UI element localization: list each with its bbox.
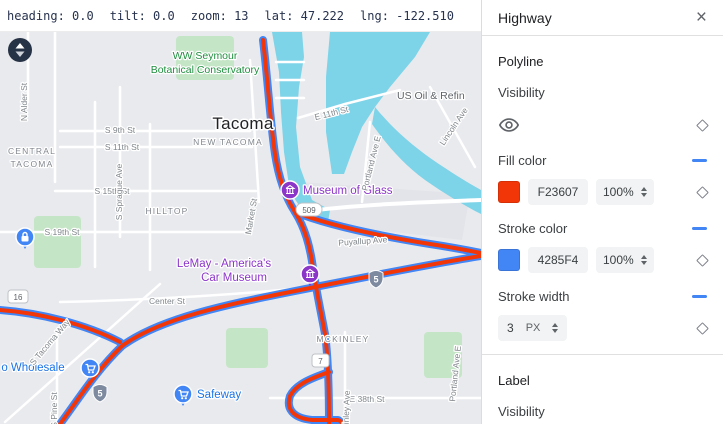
street-center: Center St	[149, 296, 186, 306]
polyline-section: Polyline Visibility Fill color F23607 10…	[482, 54, 723, 341]
map-label-lemay-2: Car Museum	[201, 272, 267, 284]
map-label-us-oil: US Oil & Refin	[397, 90, 465, 102]
map-info-bar: heading: 0.0 tilt: 0.0 zoom: 13 lat: 47.…	[0, 0, 481, 32]
label-section-heading: Label	[498, 373, 530, 388]
industrial-area	[300, 182, 470, 240]
svg-text:5: 5	[373, 275, 378, 285]
map-label-hilltop: HILLTOP	[145, 206, 188, 216]
lemay-museum-icon[interactable]	[300, 264, 320, 286]
map-label-museum-of-glass: Museum of Glass	[303, 185, 393, 197]
stroke-width-inherit-diamond-icon[interactable]	[696, 321, 709, 335]
interstate-shield-5-north: 5	[368, 270, 384, 289]
lng-readout: lng: -122.510	[360, 8, 454, 23]
polyline-section-heading: Polyline	[498, 54, 544, 69]
route-shield-16: 16	[7, 289, 29, 304]
stroke-width-value: 3	[507, 321, 514, 335]
stroke-color-label: Stroke color	[498, 221, 568, 236]
stroke-opacity-value: 100%	[603, 253, 634, 267]
visibility-inherit-diamond-icon[interactable]	[696, 118, 709, 132]
section-divider	[482, 354, 723, 355]
street-sprague: S Sprague Ave	[114, 163, 124, 220]
fill-color-swatch[interactable]	[498, 181, 520, 203]
lat-readout: lat: 47.222	[264, 8, 345, 23]
street-s9th: S 9th St	[105, 125, 136, 135]
stroke-opacity-stepper[interactable]: 100%	[596, 247, 654, 273]
fill-color-remove-icon[interactable]	[692, 159, 707, 162]
museum-of-glass-icon[interactable]	[280, 180, 300, 202]
map-viewport[interactable]: 16 509 7 5 5	[0, 32, 481, 424]
street-s11th: S 11th St	[105, 142, 140, 152]
style-panel: Highway × Polyline Visibility Fill color…	[481, 0, 723, 424]
svg-text:5: 5	[97, 389, 102, 399]
stroke-width-unit: PX	[525, 322, 541, 334]
map-label-central-1: CENTRAL	[8, 146, 56, 156]
panel-header: Highway ×	[482, 0, 723, 36]
stepper-carets-icon[interactable]	[552, 322, 559, 334]
fill-opacity-stepper[interactable]: 100%	[596, 179, 654, 205]
fill-color-label: Fill color	[498, 153, 547, 168]
stepper-carets-icon[interactable]	[640, 254, 647, 266]
wholesale-store-icon[interactable]	[80, 358, 100, 380]
stroke-color-remove-icon[interactable]	[692, 227, 707, 230]
safeway-store-icon[interactable]	[173, 384, 193, 406]
svg-text:7: 7	[318, 357, 323, 366]
label-section: Label Visibility	[482, 373, 723, 419]
fill-color-hex-input[interactable]: F23607	[528, 179, 588, 205]
map-label-safeway: Safeway	[197, 389, 241, 401]
pan-control[interactable]	[8, 38, 32, 62]
street-s15th: S 15th St	[95, 186, 131, 196]
stroke-color-inherit-diamond-icon[interactable]	[696, 253, 709, 267]
route-shield-509: 509	[295, 202, 323, 217]
interstate-shield-5-south: 5	[92, 384, 108, 403]
locked-poi-icon[interactable]	[15, 227, 35, 249]
polyline-visibility-label: Visibility	[498, 85, 545, 100]
street-mckinley-ave: McKinley Ave	[340, 390, 352, 424]
fill-color-inherit-diamond-icon[interactable]	[696, 185, 709, 199]
close-icon[interactable]: ×	[692, 6, 711, 29]
map-label-lemay-1: LeMay - America's	[177, 258, 271, 270]
route-shield-7: 7	[311, 353, 330, 368]
map-label-mckinley: MCKINLEY	[316, 334, 369, 344]
fill-opacity-value: 100%	[603, 185, 634, 199]
label-visibility-label: Visibility	[498, 404, 545, 419]
stroke-width-remove-icon[interactable]	[692, 295, 707, 298]
street-n-alder: N Alder St	[19, 82, 29, 121]
street-e38th: E 38th St	[350, 394, 386, 404]
stroke-color-swatch[interactable]	[498, 249, 520, 271]
stroke-width-stepper[interactable]: 3 PX	[498, 315, 568, 341]
map-label-wholesale: o Wholesale	[1, 362, 64, 374]
stepper-carets-icon[interactable]	[640, 186, 647, 198]
map-label-new-tacoma: NEW TACOMA	[193, 137, 263, 147]
map-label-conservatory-2: Botanical Conservatory	[151, 64, 260, 76]
zoom-readout: zoom: 13	[190, 8, 249, 23]
street-s19th: S 19th St	[45, 227, 81, 237]
street-puyallup: Puyallup Ave	[338, 234, 388, 247]
tilt-readout: tilt: 0.0	[109, 8, 175, 23]
map-label-city: Tacoma	[212, 114, 274, 133]
map-label-conservatory: WW Seymour	[173, 50, 238, 62]
visibility-eye-icon[interactable]	[498, 114, 520, 136]
park-areas	[34, 36, 462, 378]
street-pine: S Pine St	[49, 392, 59, 424]
map-label-central-2: TACOMA	[11, 159, 54, 169]
svg-text:16: 16	[14, 293, 23, 302]
svg-text:509: 509	[302, 206, 316, 215]
stroke-width-label: Stroke width	[498, 289, 570, 304]
panel-title: Highway	[498, 9, 552, 26]
heading-readout: heading: 0.0	[7, 8, 94, 23]
stroke-color-hex-input[interactable]: 4285F4	[528, 247, 588, 273]
